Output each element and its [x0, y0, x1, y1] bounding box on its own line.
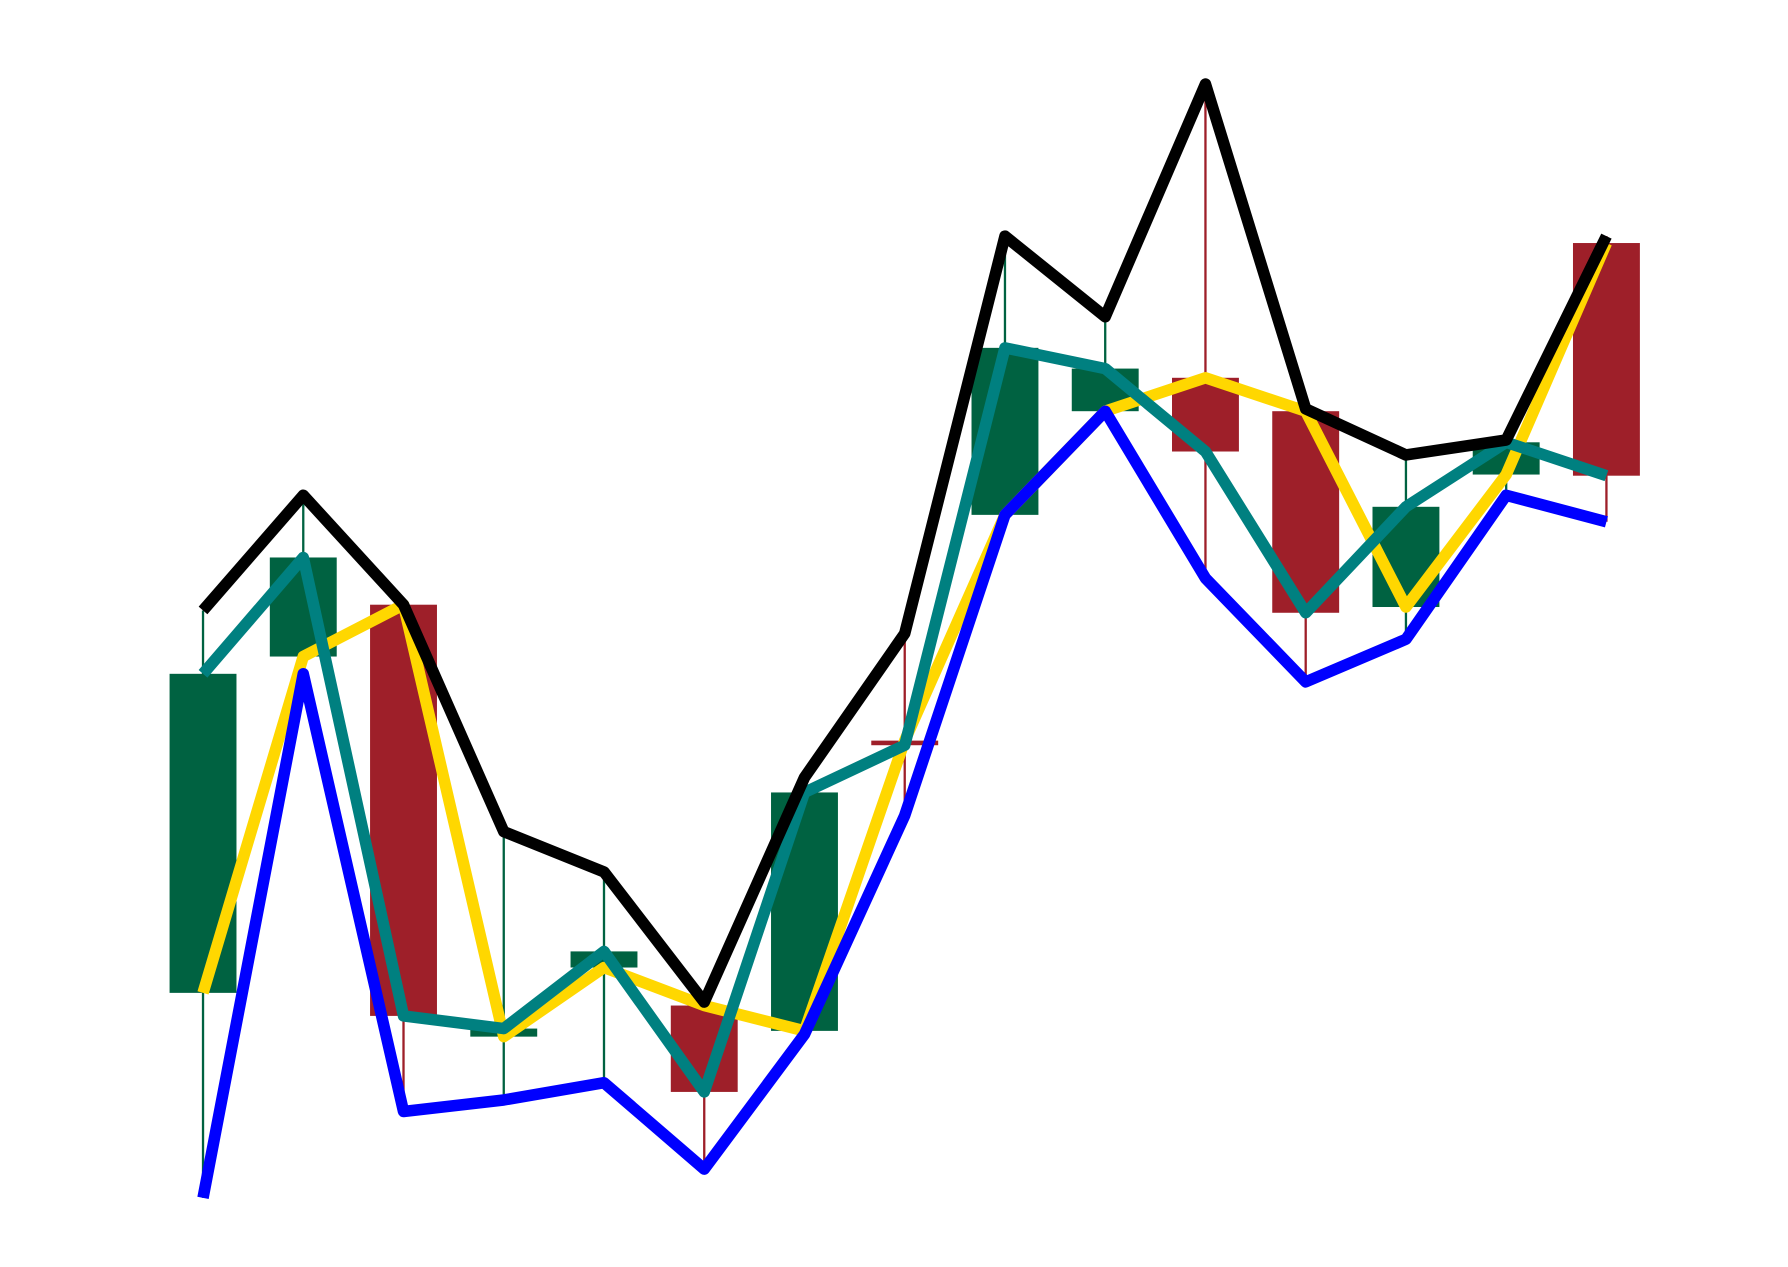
candle-body: [169, 673, 237, 993]
candle-body: [370, 604, 437, 1016]
low-line: [197, 405, 1608, 1199]
high-line: [198, 78, 1612, 1008]
close-line: [198, 342, 1609, 1098]
